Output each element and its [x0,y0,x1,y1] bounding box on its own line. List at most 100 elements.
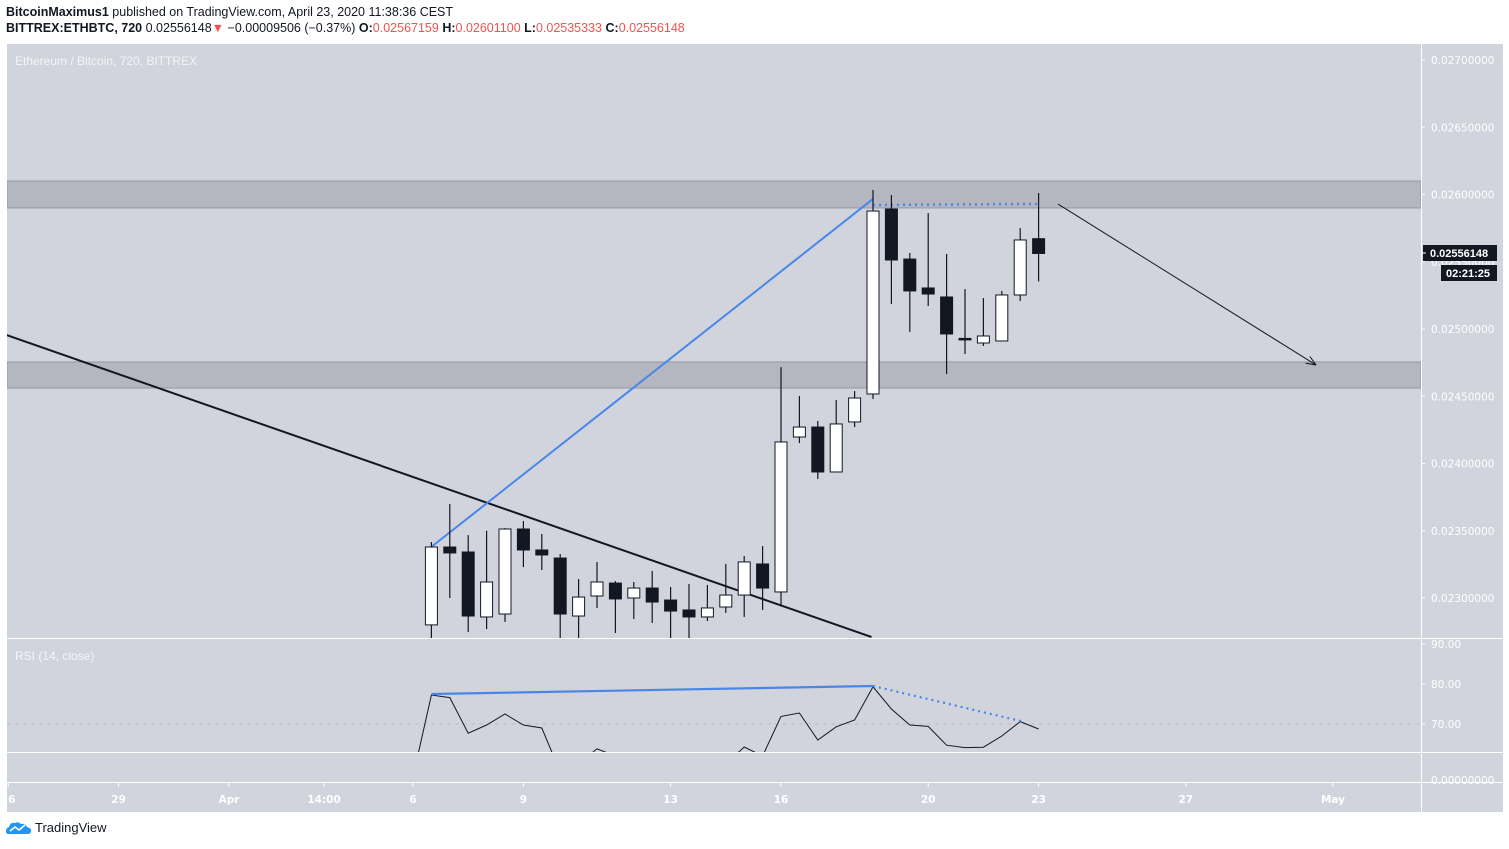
time-tick-label: 9 [520,794,527,806]
last-price-label: 0.02556148 02:21:25 [1421,245,1497,281]
candle [866,190,880,399]
candle [590,561,604,608]
candle-body-down [682,609,696,618]
trend-line[interactable] [430,198,874,548]
candle-body-down [756,563,770,589]
candle-body-down [884,208,898,261]
price-tick-label: 0.02300000 [1431,593,1494,605]
candle [535,533,549,571]
time-tick-label: 26 [1,794,16,806]
candle [664,586,678,638]
candle-body-down [940,296,954,335]
last-price-value: 0.02556148 [1430,248,1488,260]
publish-info: BitcoinMaximus1 published on TradingView… [6,5,453,19]
candle [811,420,825,479]
time-tick-label: 29 [111,794,126,806]
symbol-label: BITTREX:ETHBTC, 720 [6,21,143,35]
candle [958,289,972,355]
time-axis[interactable]: 26 29 Apr 14:00 6 9 13 16 20 23 27 May [1,783,1345,806]
high-label: H: [442,21,456,35]
price-change: −0.00009506 (−0.37%) [227,21,356,35]
candle-body-down [608,582,622,600]
candle [792,395,806,444]
candle-body-down [461,551,475,617]
candle-body-down [903,258,917,292]
candle-body-down [553,557,567,615]
low-value: 0.02535333 [535,21,602,35]
candle-body-up [498,528,512,615]
candle-body-up [1013,239,1027,296]
candle [443,503,457,598]
rsi-tick-label: 80.00 [1431,679,1461,691]
candle [424,542,438,638]
rsi-tick-label: 90.00 [1431,639,1461,651]
rsi-line[interactable] [411,685,1039,784]
rsi-pane[interactable] [7,684,1421,784]
candle [903,253,917,332]
candle-body-up [627,587,641,599]
time-tick-label: 27 [1178,794,1193,806]
candle [829,400,843,473]
tradingview-logo[interactable]: TradingView [6,820,107,835]
candle-body-down [1032,238,1046,254]
low-label: L: [524,21,536,35]
trend-line[interactable] [7,334,872,638]
time-tick-label: 13 [663,794,678,806]
support-resistance-zone[interactable] [7,361,1421,389]
candle [737,556,751,617]
candle-body-down [535,549,549,556]
candle [608,581,622,633]
candle-body-up [572,596,586,617]
brand-name: TradingView [35,820,107,835]
main-series-title: Ethereum / Bitcoin, 720, BITTREX [15,54,197,68]
candle [498,528,512,622]
projection-arrow[interactable] [1057,203,1316,365]
candle [1032,193,1046,282]
candle [700,584,714,621]
candle-body-up [719,594,733,608]
candle-body-down [921,287,935,295]
candle [719,563,733,613]
candle [461,535,475,633]
candle [921,213,935,307]
rsi-trend-line[interactable] [431,684,874,696]
price-tick-label: 0.02400000 [1431,459,1494,471]
candle-body-down [443,546,457,554]
candle [627,581,641,619]
time-tick-label: 23 [1031,794,1046,806]
candle-body-up [976,335,990,344]
triangle-down-icon: ▼ [211,21,225,35]
trend-line[interactable] [872,202,1039,207]
candle [774,367,788,607]
candle [516,521,530,568]
rsi-tick-label: 70.00 [1431,719,1461,731]
close-label: C: [605,21,619,35]
candle-body-up [829,423,843,473]
indicator-tick-label: 0.00000000 [1431,775,1494,787]
candle-body-down [664,599,678,612]
candle-body-up [866,210,880,395]
support-resistance-zone[interactable] [7,180,1421,209]
price-tick-label: 0.02350000 [1431,526,1494,538]
price-tick-label: 0.02650000 [1431,122,1494,134]
candle [480,530,494,630]
candle-body-down [516,528,530,551]
candle-body-down [811,426,825,473]
price-pane[interactable] [7,180,1421,640]
candle [756,545,770,610]
open-label: O: [358,21,373,35]
close-value: 0.02556148 [618,21,685,35]
candle-body-up [737,561,751,596]
candle-body-down [958,337,972,341]
last-price: 0.02556148 [145,21,212,35]
bar-countdown: 02:21:25 [1446,268,1490,280]
candle [976,298,990,346]
candle-body-up [480,581,494,618]
rsi-title: RSI (14, close) [15,649,94,663]
rsi-trend-line[interactable] [872,684,1026,724]
candle [645,570,659,624]
time-tick-label: May [1321,794,1345,806]
author-name[interactable]: BitcoinMaximus1 [6,5,109,19]
candle [553,554,567,638]
